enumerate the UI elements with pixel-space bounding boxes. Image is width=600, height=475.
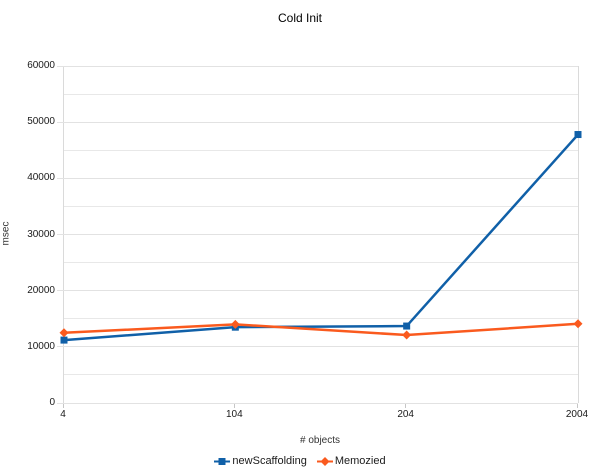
data-point-Memozied-204 <box>402 330 412 340</box>
gridline <box>64 374 578 376</box>
y-axis-tick-label: 30000 <box>27 228 55 240</box>
gridline <box>57 234 578 235</box>
y-axis-tick-label: 20000 <box>27 284 55 296</box>
gridline <box>64 318 578 320</box>
x-axis-line <box>57 402 578 404</box>
legend-item-newscaffolding: newScaffolding <box>214 455 307 467</box>
legend-marker-diamond-icon <box>316 456 333 466</box>
y-axis-tick-label: 10000 <box>27 340 55 352</box>
x-axis-tick-label: 204 <box>397 409 414 420</box>
data-point-newScaffolding-204 <box>403 322 411 330</box>
x-axis-tick <box>62 404 64 408</box>
gridline <box>57 290 578 292</box>
x-axis-tick-label: 2004 <box>565 409 589 420</box>
gridline <box>64 205 578 207</box>
data-point-Memozied-2004 <box>573 319 583 329</box>
data-point-newScaffolding-2004 <box>574 131 582 139</box>
gridline <box>57 177 578 179</box>
gridline <box>57 121 578 123</box>
y-axis-tick-label: 50000 <box>27 116 55 128</box>
x-axis-title: # objects <box>299 435 341 446</box>
x-axis-labels: 4 104 204 2004 <box>60 409 588 421</box>
legend-marker-square-icon <box>214 457 231 465</box>
x-axis-tick <box>233 404 235 408</box>
y-axis-labels: 0 10000 20000 30000 40000 50000 60000 <box>0 61 55 408</box>
series-layer <box>59 131 583 344</box>
gridline <box>57 65 578 67</box>
chart-title: Cold Init <box>277 11 323 25</box>
y-axis-tick-label: 40000 <box>27 172 55 184</box>
x-axis-tick <box>576 404 578 408</box>
legend-item-memozied: Memozied <box>316 455 386 467</box>
legend-label-newscaffolding: newScaffolding <box>232 455 307 467</box>
data-point-newScaffolding-4 <box>60 336 68 344</box>
y-axis-tick-label: 0 <box>49 397 55 408</box>
gridline <box>64 149 578 151</box>
x-axis-tick-label: 4 <box>60 409 66 420</box>
y-axis-tick-label: 60000 <box>27 60 55 71</box>
gridline <box>57 346 578 348</box>
data-point-Memozied-4 <box>59 328 69 338</box>
gridline <box>64 93 578 95</box>
plot-area <box>57 65 583 404</box>
legend-label-memozied: Memozied <box>334 455 386 467</box>
series-line-Memozied <box>63 322 579 337</box>
x-axis-tick <box>405 404 407 408</box>
series-line-newScaffolding <box>63 133 579 342</box>
legend: newScaffolding Memozied <box>0 455 600 467</box>
x-axis-tick-label: 104 <box>225 409 243 420</box>
data-point-Memozied-104 <box>230 319 240 329</box>
x-axis-ticks <box>62 404 578 409</box>
gridline <box>64 262 578 264</box>
